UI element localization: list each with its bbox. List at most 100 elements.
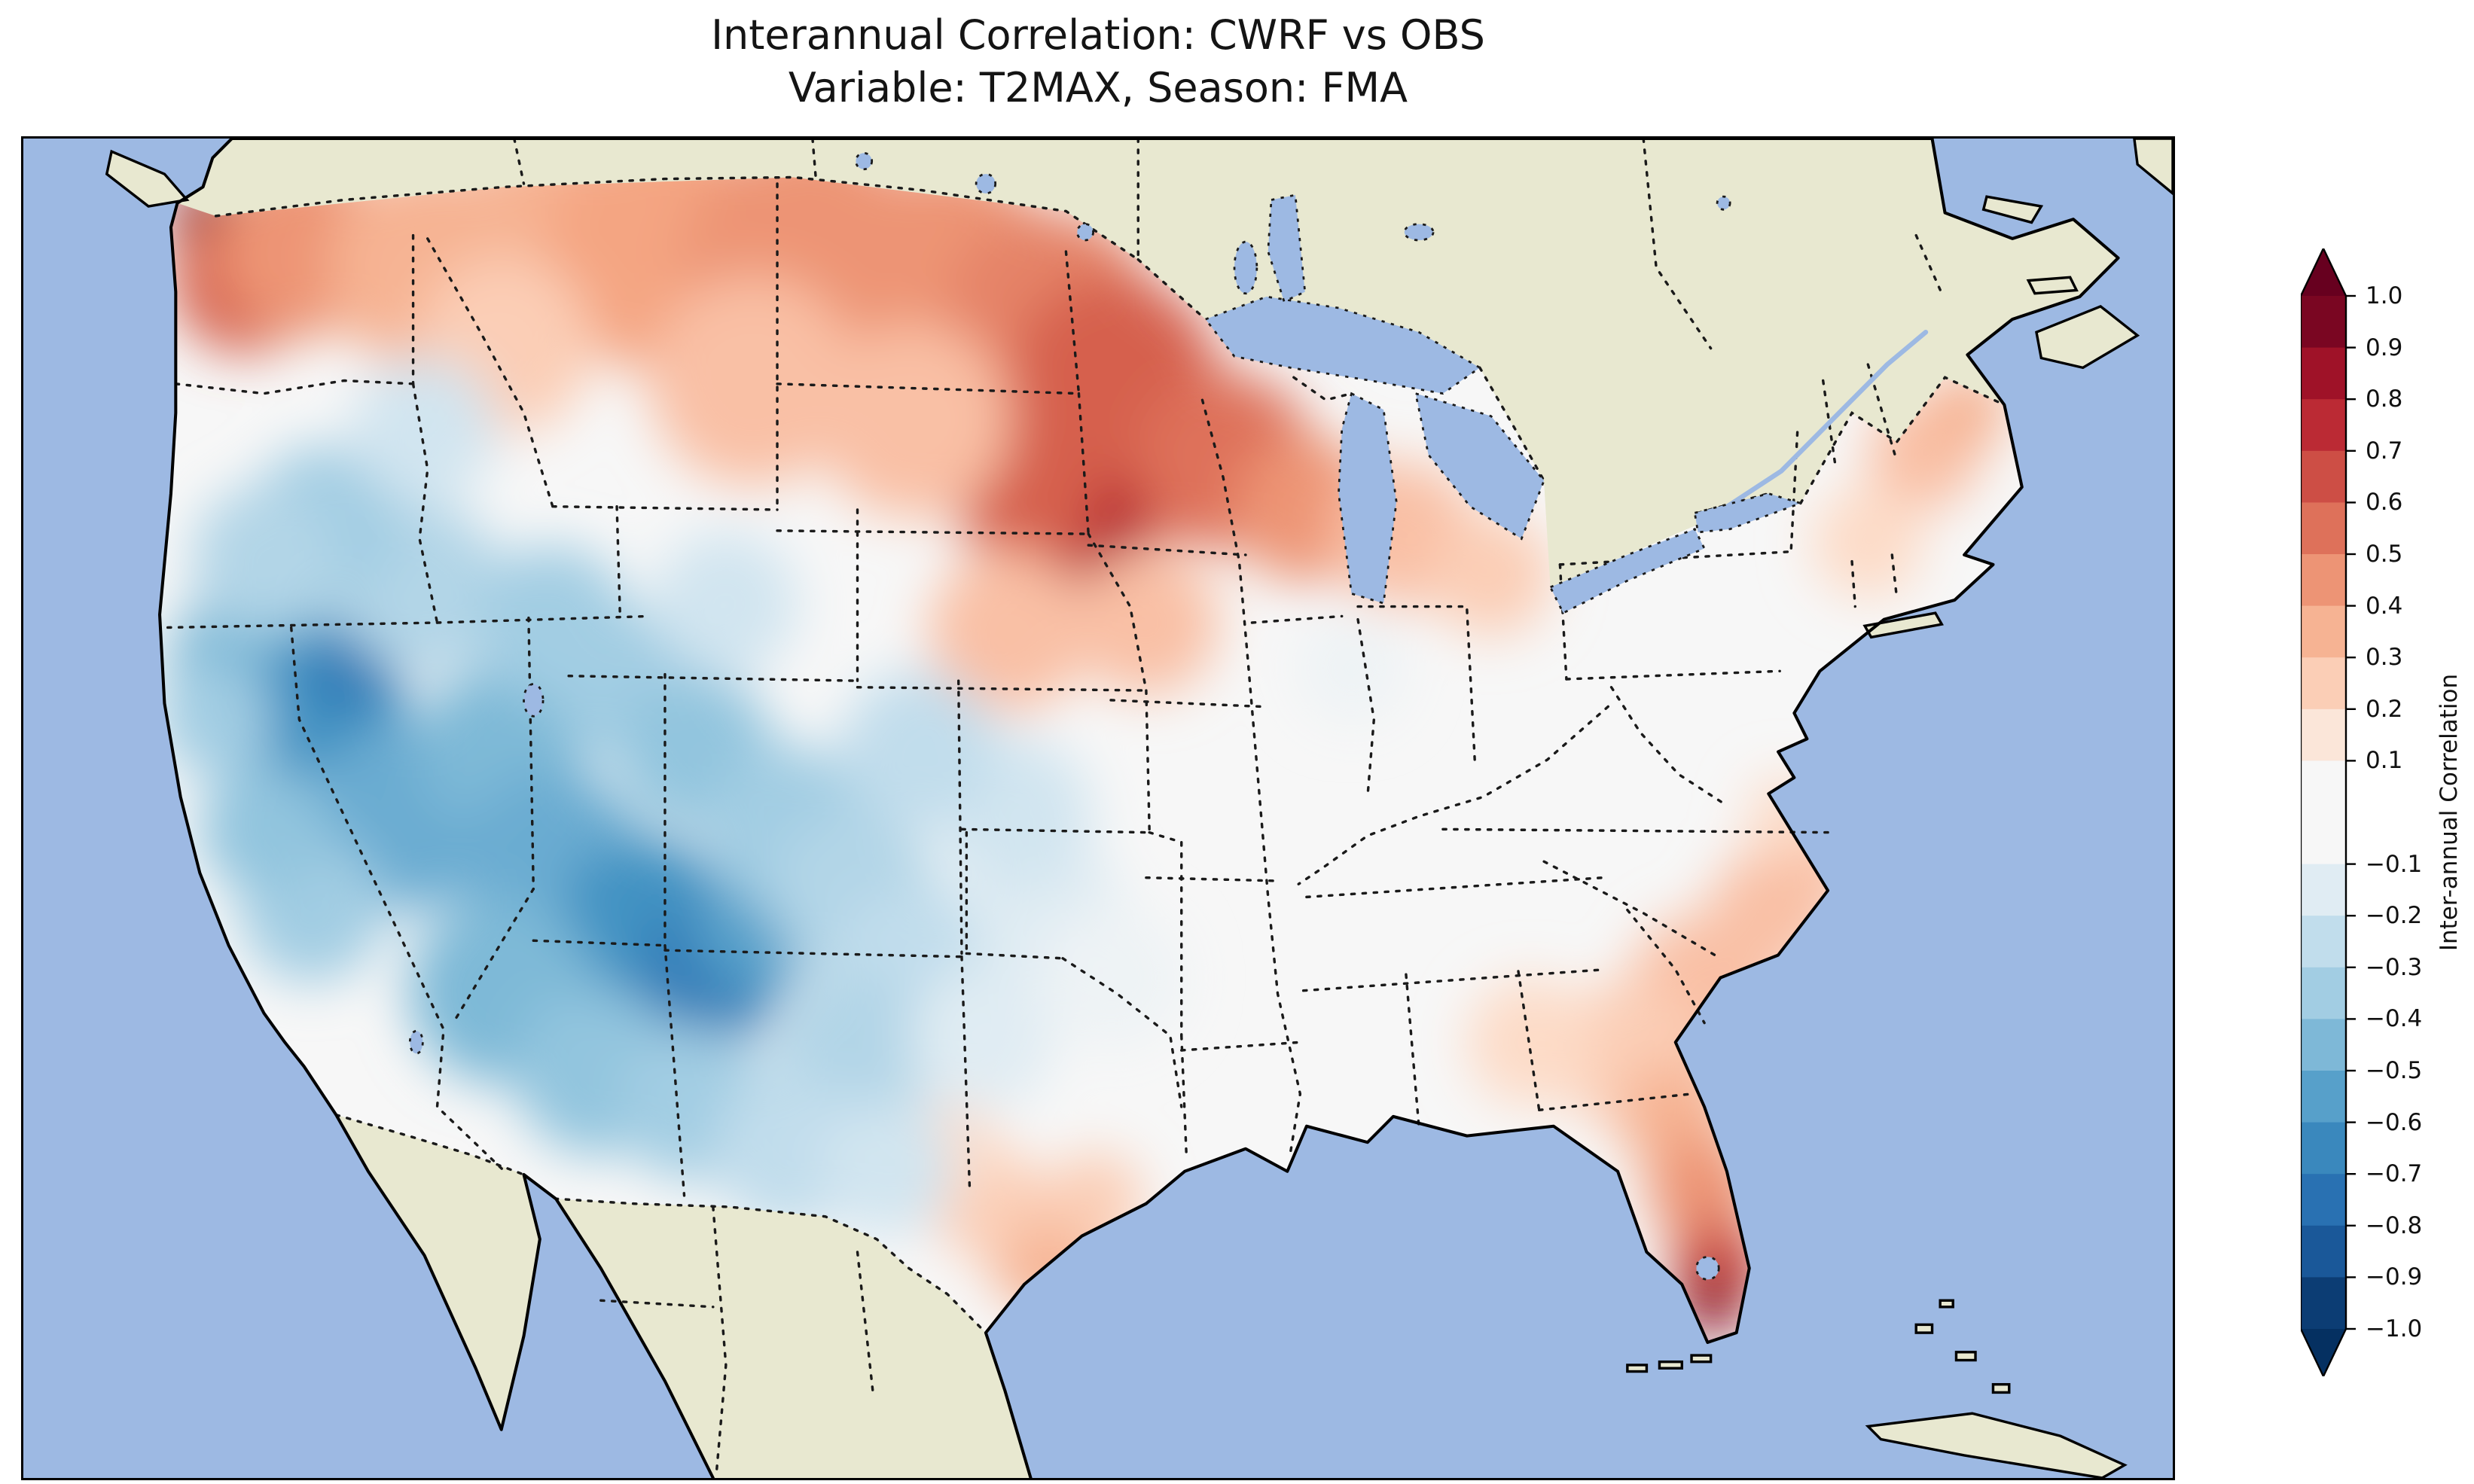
colorbar-tick-label: −1.0: [2366, 1315, 2423, 1342]
colorbar-segment: [2301, 399, 2346, 452]
lake-manitoba: [1233, 240, 1258, 295]
colorbar-tick-label: 0.7: [2366, 437, 2403, 465]
international-borders: [214, 139, 2006, 1476]
colorbar-segment: [2301, 450, 2346, 503]
newfoundland-corner: [2133, 139, 2173, 196]
colorbar-segment: [2301, 1225, 2346, 1278]
colorbar-segment: [2301, 347, 2346, 400]
correlation-blob: [1295, 611, 1408, 725]
correlation-blob: [1811, 485, 1924, 599]
correlation-blob: [654, 530, 798, 676]
lake-erie: [1548, 527, 1706, 615]
canadian-lake: [975, 172, 997, 195]
state-borders: [166, 182, 1899, 1197]
great-lakes: [408, 151, 1804, 1281]
colorbar: [2301, 248, 2356, 1376]
colorbar-tick-label: −0.1: [2366, 850, 2423, 878]
lake-ontario: [1693, 492, 1804, 534]
colorbar-segment: [2301, 605, 2346, 658]
correlation-blob: [200, 764, 328, 894]
colorbar-segment: [2301, 708, 2346, 761]
figure-title-line-2: Variable: T2MAX, Season: FMA: [788, 64, 1408, 112]
canadian-lake: [1075, 223, 1094, 242]
salton-sea: [408, 1029, 424, 1055]
correlation-blobs: [160, 177, 2008, 1336]
colorbar-tick-label: 0.1: [2366, 747, 2403, 775]
anticosti-island: [1981, 195, 2044, 224]
islands: [105, 139, 2173, 1478]
bahamas: [1939, 1299, 1954, 1309]
colorbar-tick-label: 0.5: [2366, 541, 2403, 568]
colorbar-axis-label: Inter-annual Correlation: [2436, 673, 2463, 952]
st-lawrence-river: [1705, 329, 1929, 523]
colorbar-tick-label: 0.4: [2366, 592, 2403, 620]
correlation-blob: [191, 485, 337, 631]
colorbar-outline: [2301, 248, 2347, 1376]
colorbar-segment: [2301, 296, 2346, 349]
cuba: [1865, 1412, 2128, 1478]
colorbar-tick-label: −0.8: [2366, 1211, 2423, 1239]
colorbar-tick-label: 0.3: [2366, 644, 2403, 672]
us-correlation-field: [160, 177, 2022, 1342]
coastline: [158, 139, 2120, 1478]
correlation-blob: [910, 966, 1055, 1112]
colorbar-tick-marks: [2346, 294, 2356, 1330]
colorbar-tick-label: −0.4: [2366, 1005, 2423, 1033]
colorbar-segment: [2301, 1019, 2346, 1071]
lake-superior: [1203, 295, 1482, 395]
correlation-blob: [1074, 550, 1219, 696]
colorbar-segment: [2301, 554, 2346, 607]
correlation-blob: [160, 663, 273, 776]
correlation-blob: [648, 276, 858, 486]
bahamas: [1954, 1351, 1977, 1362]
colorbar-segment: [2301, 916, 2346, 968]
colorbar-segments: [2301, 248, 2346, 1376]
colorbar-tick-label: 0.9: [2366, 334, 2403, 361]
correlation-blob: [1042, 905, 1187, 1051]
colorbar-tick-label: −0.6: [2366, 1108, 2423, 1136]
figure-title: Interannual Correlation: CWRF vs OBS Var…: [21, 9, 2175, 114]
prince-edward-island: [2026, 276, 2079, 295]
colorbar-segment: [2301, 657, 2346, 710]
figure-title-line-1: Interannual Correlation: CWRF vs OBS: [711, 11, 1485, 59]
colorbar-tick-label: −0.2: [2366, 902, 2423, 930]
colorbar-segment: [2301, 1122, 2346, 1175]
canadian-lake: [1403, 223, 1435, 242]
correlation-blob: [352, 356, 497, 502]
correlation-blob: [817, 324, 1010, 518]
colorbar-segment: [2301, 864, 2346, 916]
colorbar-extend-min: [2301, 1329, 2346, 1376]
florida-keys: [1658, 1360, 1683, 1370]
lake-michigan: [1338, 392, 1398, 605]
great-salt-lake: [523, 683, 545, 718]
bahamas: [1991, 1382, 2011, 1394]
colorbar-tick-label: 0.8: [2366, 385, 2403, 413]
lake-winnipeg: [1267, 193, 1307, 303]
nova-scotia: [2035, 304, 2140, 370]
correlation-blob: [819, 1100, 954, 1236]
map-axes: [21, 136, 2175, 1480]
colorbar-segment: [2301, 760, 2346, 813]
florida-keys: [1690, 1354, 1713, 1364]
colorbar-tick-label: 1.0: [2366, 282, 2403, 309]
bahamas: [1914, 1323, 1934, 1334]
colorbar-extend-max: [2301, 248, 2346, 296]
colorbar-segment: [2301, 812, 2346, 865]
colorbar-tick-label: −0.7: [2366, 1160, 2423, 1188]
lake-huron: [1414, 392, 1545, 541]
colorbar-tick-label: −0.3: [2366, 953, 2423, 981]
vancouver-island: [105, 149, 190, 208]
florida-keys: [1626, 1364, 1649, 1373]
colorbar-segment: [2301, 967, 2346, 1019]
correlation-blob: [841, 671, 996, 827]
map-canvas: [23, 139, 2173, 1478]
colorbar-segment: [2301, 1174, 2346, 1227]
colorbar-tick-label: 0.6: [2366, 489, 2403, 517]
lake-okeechobee: [1695, 1255, 1720, 1281]
colorbar-tick-label: −0.5: [2366, 1057, 2423, 1084]
colorbar-segment: [2301, 1277, 2346, 1330]
canadian-lake: [1716, 195, 1731, 211]
colorbar-segment: [2301, 502, 2346, 555]
colorbar-tick-label: −0.9: [2366, 1263, 2423, 1291]
